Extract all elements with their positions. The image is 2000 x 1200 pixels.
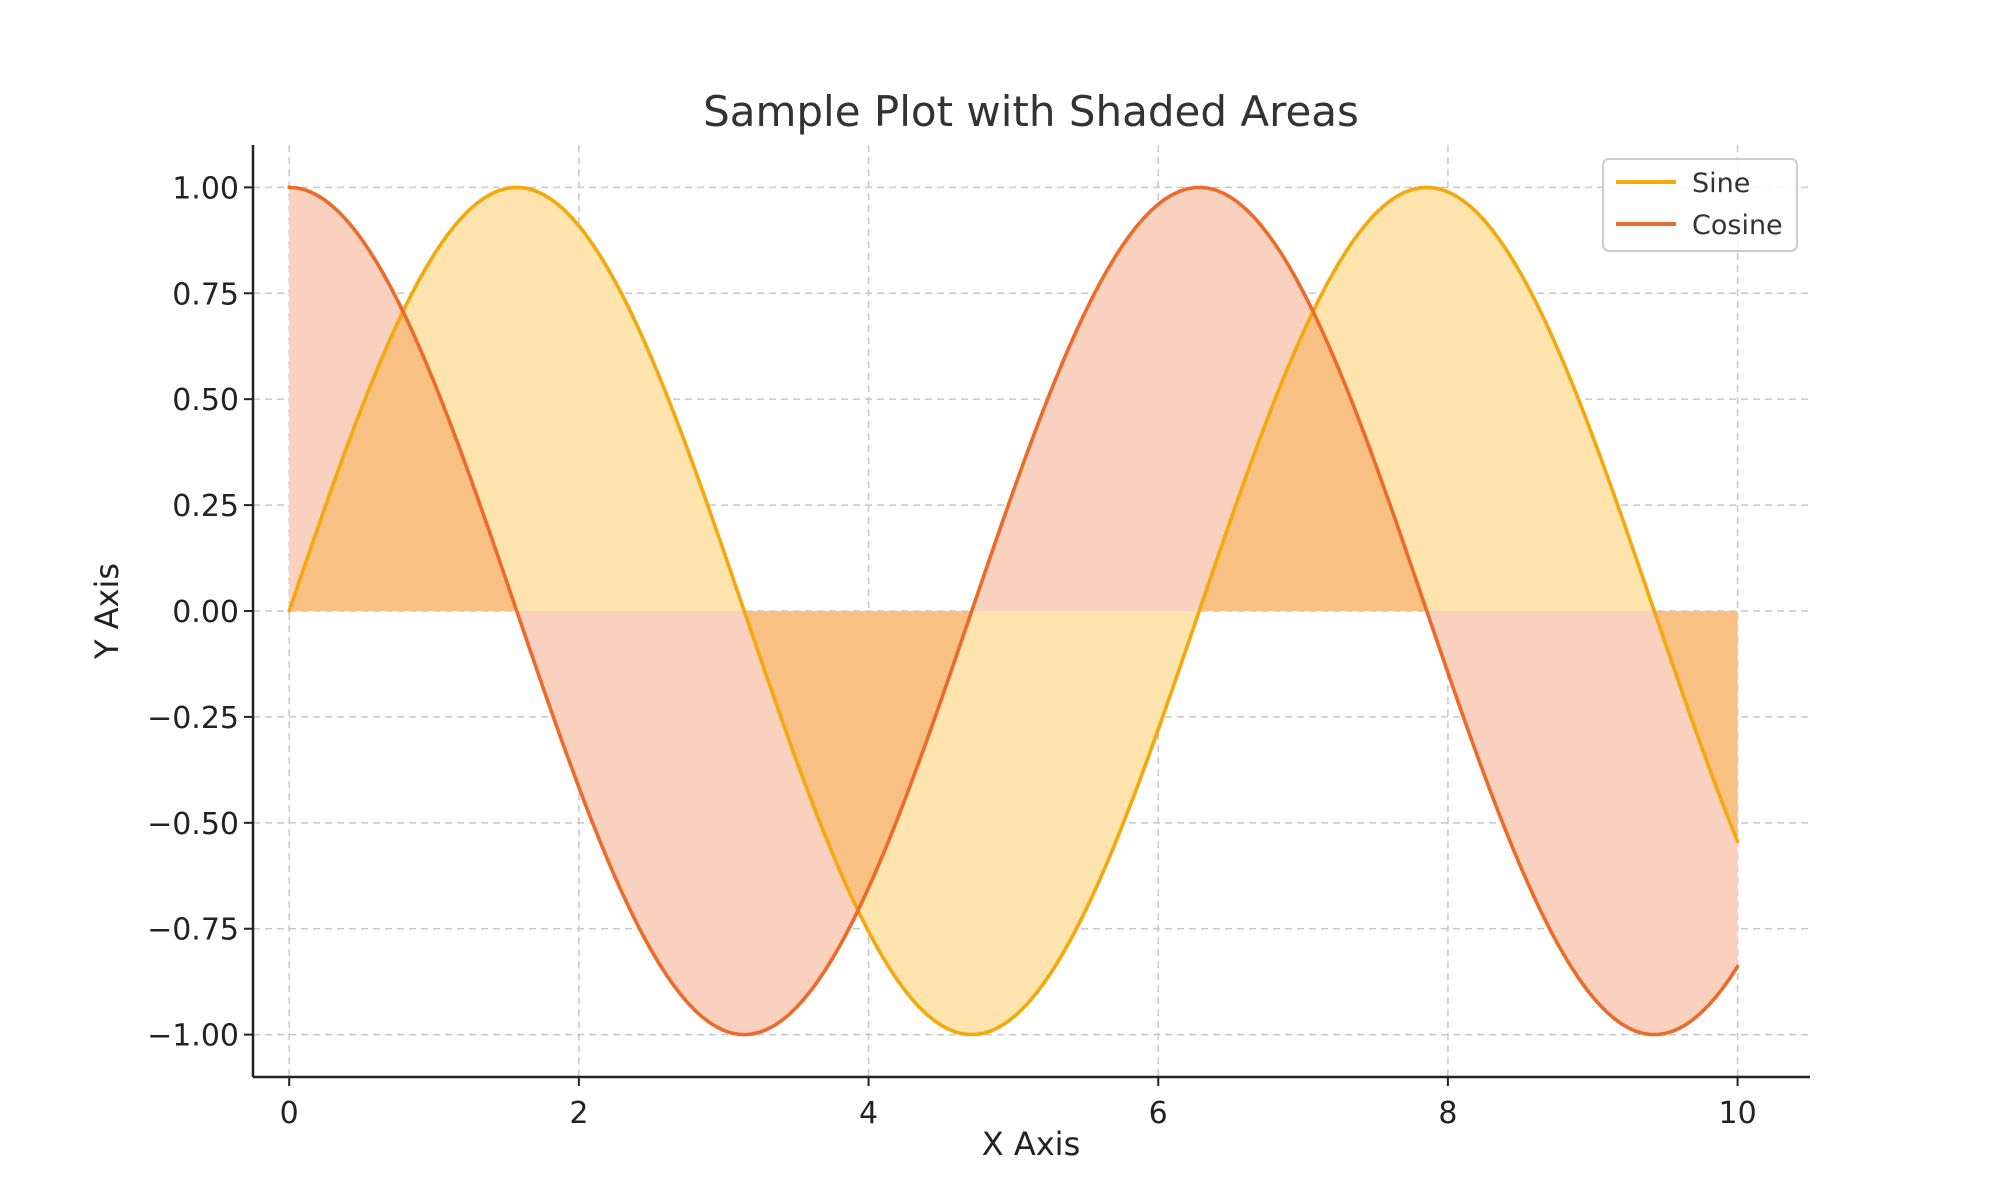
legend: Sine Cosine	[1602, 158, 1798, 252]
cosine-fill-area	[289, 187, 1738, 1035]
y-tick-label: 0.50	[172, 383, 239, 418]
y-tick-label: 0.00	[172, 595, 239, 630]
cosine-line	[287, 185, 1740, 1037]
y-tick-label: −1.00	[147, 1019, 239, 1054]
chart-title: Sample Plot with Shaded Areas	[703, 87, 1359, 136]
x-tick-label: 6	[1149, 1096, 1168, 1131]
y-tick-label: −0.25	[147, 701, 239, 736]
y-tick-label: 0.25	[172, 489, 239, 524]
legend-label-cosine: Cosine	[1692, 210, 1783, 241]
ticks: 0 2 4 6 8 10 1.00 0.75 0.50 0.25 0.00 −0.25 −0.50 −0.…	[147, 171, 1757, 1131]
x-tick-label: 10	[1718, 1096, 1756, 1131]
x-tick-label: 4	[859, 1096, 878, 1131]
x-tick-label: 2	[569, 1096, 588, 1131]
series-lines	[287, 185, 1740, 1037]
y-tick-label: 1.00	[172, 171, 239, 206]
y-tick-label: −0.50	[147, 807, 239, 842]
y-axis-label: Y Axis	[88, 563, 126, 660]
x-axis-label: X Axis	[982, 1125, 1080, 1163]
x-tick-label: 0	[280, 1096, 299, 1131]
x-tick-label: 8	[1438, 1096, 1457, 1131]
y-tick-label: 0.75	[172, 277, 239, 312]
fill-areas	[289, 187, 1738, 1035]
y-tick-label: −0.75	[147, 913, 239, 948]
sine-fill-area	[289, 187, 1738, 1035]
legend-label-sine: Sine	[1692, 168, 1750, 199]
sine-line	[287, 185, 1740, 1037]
